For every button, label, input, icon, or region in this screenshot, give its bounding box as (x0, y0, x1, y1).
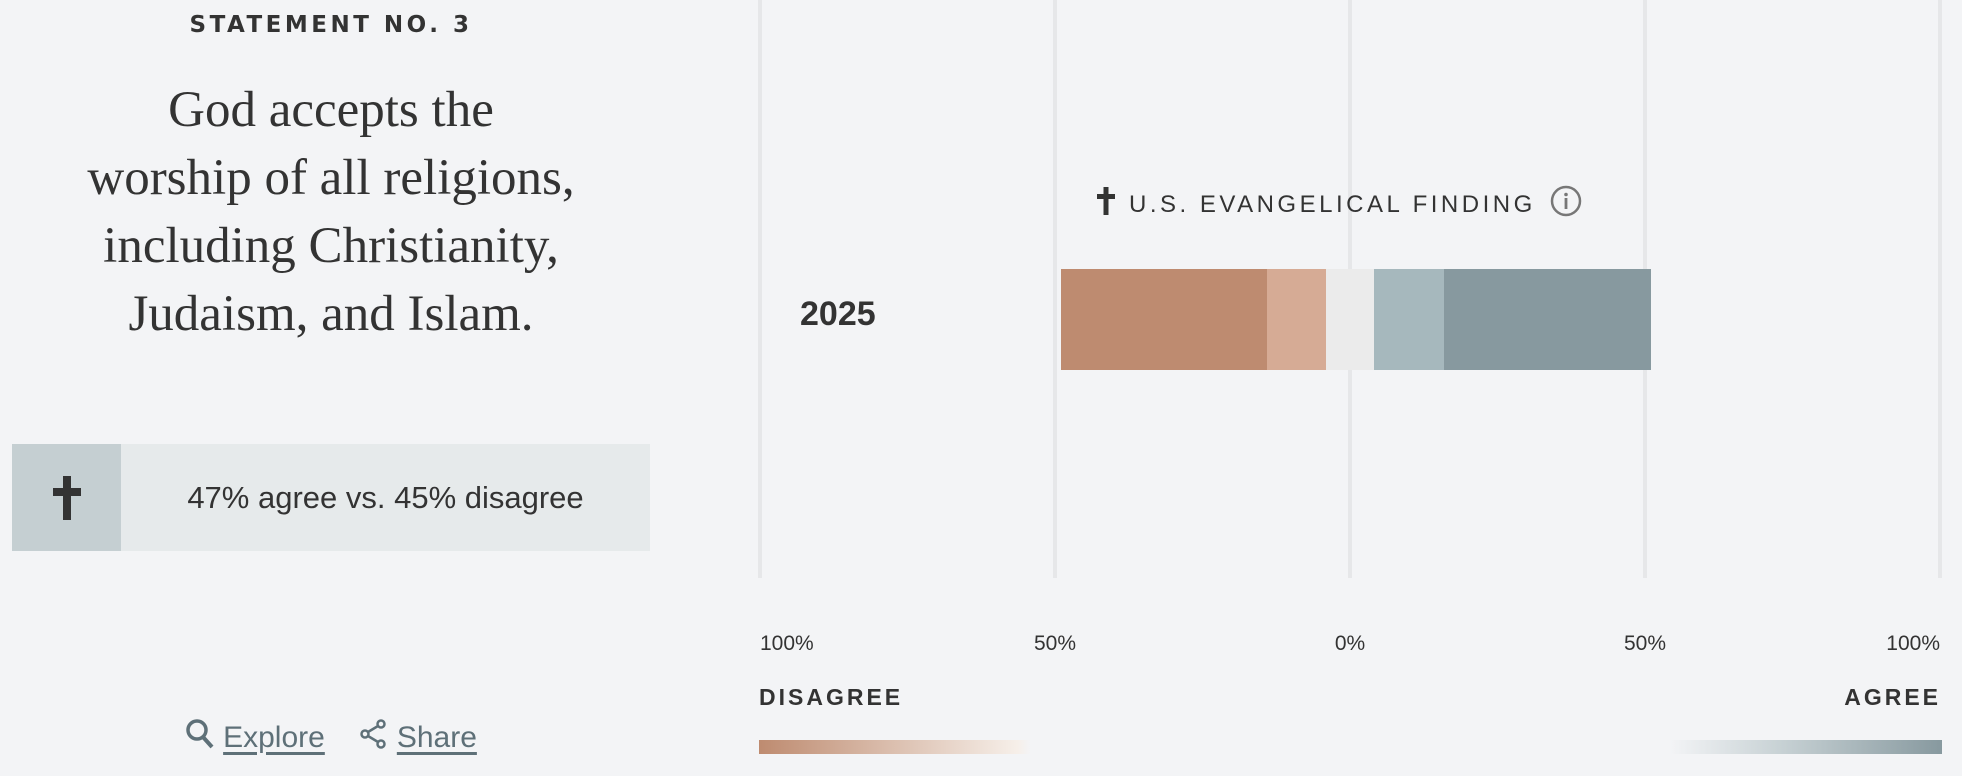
tick-label: 50% (1623, 632, 1667, 655)
cross-icon (1097, 187, 1115, 222)
bar-segment-somewhat-agree[interactable] (1373, 269, 1445, 370)
legend-agree-gradient (1670, 740, 1942, 754)
search-icon (185, 718, 215, 758)
chart-title: U.S. EVANGELICAL FINDING (1097, 185, 1582, 224)
legend-agree-label: AGREE (1844, 684, 1941, 710)
bar-segment-somewhat-disagree[interactable] (1267, 269, 1327, 370)
legend-disagree-gradient (759, 740, 1031, 754)
actions: Explore Share (0, 718, 662, 758)
summary-box: 47% agree vs. 45% disagree (12, 444, 650, 551)
tick-label: 100% (760, 632, 814, 655)
bar-segment-neutral[interactable] (1326, 269, 1374, 370)
explore-link[interactable]: Explore (185, 718, 325, 758)
info-icon[interactable] (1550, 185, 1582, 224)
statement-headline: God accepts the worship of all religions… (30, 76, 632, 348)
gridline (1938, 0, 1942, 578)
bar-segment-strongly-agree[interactable] (1444, 269, 1651, 370)
headline-line: God accepts the (168, 82, 494, 138)
headline-line: Judaism, and Islam. (128, 286, 534, 342)
cross-icon (12, 444, 121, 551)
headline-line: including Christianity, (103, 218, 559, 274)
tick-label: 50% (1033, 632, 1077, 655)
gridline (758, 0, 762, 578)
explore-label: Explore (223, 721, 325, 754)
gridline (1053, 0, 1057, 578)
summary-text: 47% agree vs. 45% disagree (187, 479, 584, 515)
headline-line: worship of all religions, (87, 150, 575, 206)
share-link[interactable]: Share (359, 718, 477, 758)
statement-kicker: STATEMENT NO. 3 (189, 12, 473, 38)
bar-segment-strongly-disagree[interactable] (1060, 269, 1268, 370)
category-label: 2025 (800, 295, 876, 333)
chart-title-text: U.S. EVANGELICAL FINDING (1129, 190, 1536, 218)
share-icon (359, 718, 389, 758)
share-label: Share (396, 721, 477, 754)
tick-label: 0% (1334, 632, 1366, 655)
tick-label: 100% (1886, 632, 1940, 655)
legend-disagree-label: DISAGREE (759, 684, 904, 710)
